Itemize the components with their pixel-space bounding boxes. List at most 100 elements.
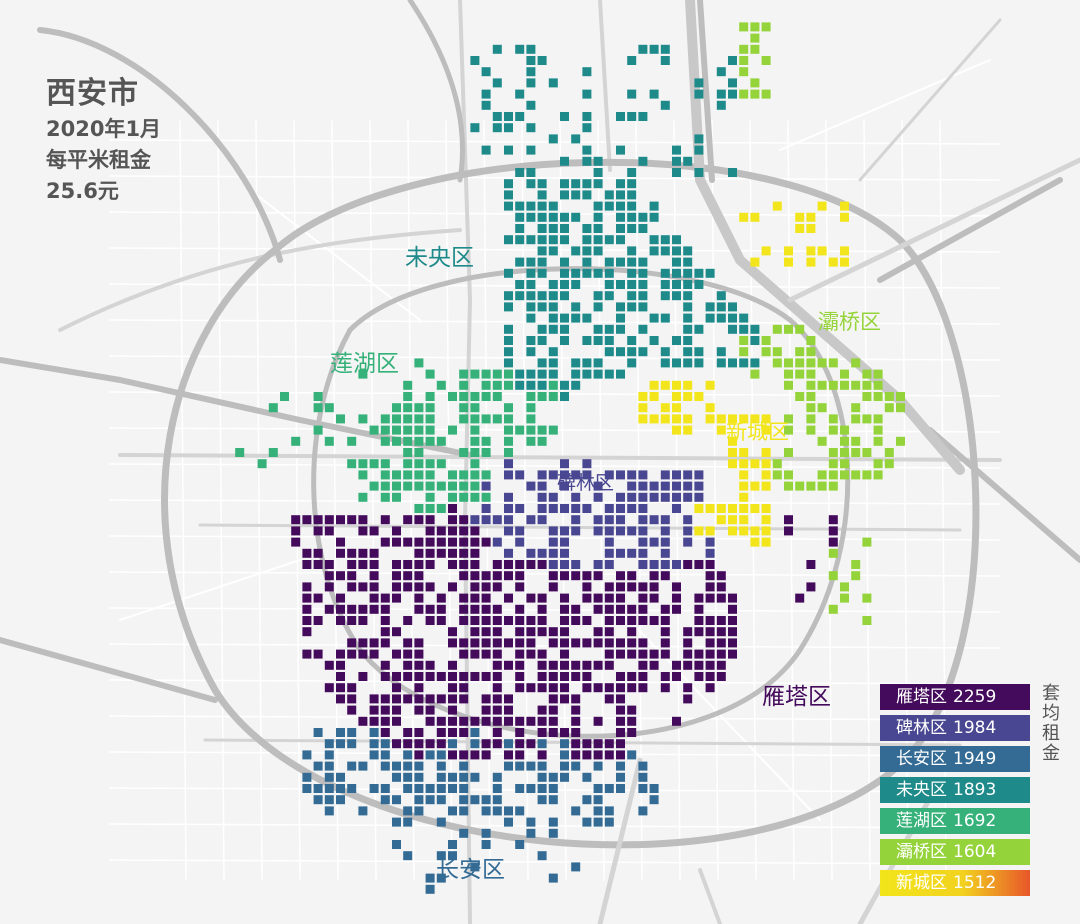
road (698, 868, 722, 924)
grid-cell (683, 257, 693, 267)
grid-cell (571, 179, 581, 189)
grid-cell (470, 414, 480, 424)
grid-cell (504, 324, 513, 334)
legend-district: 新城区 (896, 873, 947, 893)
grid-cell (851, 403, 861, 413)
grid-cell (448, 481, 457, 491)
grid-cell (548, 280, 558, 289)
grid-cell (616, 761, 625, 771)
grid-cell (627, 548, 637, 558)
grid-cell (795, 347, 805, 357)
grid-cell (672, 268, 681, 278)
grid-cell (627, 347, 637, 357)
grid-cell (638, 649, 648, 659)
grid-cell (492, 638, 502, 648)
grid-cell (672, 672, 681, 681)
grid-cell (481, 492, 491, 502)
grid-cell (593, 560, 603, 569)
grid-cell (470, 123, 480, 133)
grid-cell (627, 179, 637, 189)
grid-cell (604, 683, 614, 693)
grid-cell (481, 89, 491, 99)
grid-cell (649, 392, 659, 401)
grid-cell (504, 470, 513, 480)
grid-cell (537, 616, 547, 625)
grid-cell (504, 145, 513, 155)
grid-cell (347, 705, 357, 715)
grid-cell (548, 134, 558, 144)
grid-cell (548, 369, 558, 379)
grid-cell (526, 212, 536, 222)
grid-cell (313, 649, 323, 659)
grid-cell (537, 604, 547, 614)
grid-cell (369, 582, 379, 592)
grid-cell (828, 414, 838, 424)
grid-cell (582, 145, 592, 155)
grid-cell (548, 224, 558, 233)
grid-cell (425, 716, 435, 726)
grid-cell (403, 817, 413, 827)
legend-rent: 1893 (953, 780, 997, 800)
grid-cell (470, 750, 480, 760)
grid-cell (526, 56, 536, 65)
grid-cell (548, 78, 558, 88)
grid-cell (582, 190, 592, 200)
grid-cell (593, 268, 603, 278)
grid-cell (817, 403, 827, 413)
grid-cell (414, 660, 424, 670)
grid-cell (504, 369, 513, 379)
grid-cell (694, 89, 704, 99)
grid-cell (403, 728, 413, 737)
grid-cell (526, 168, 536, 177)
grid-cell (313, 515, 323, 525)
grid-cell (403, 739, 413, 749)
grid-cell (728, 78, 737, 88)
grid-cell (638, 392, 648, 401)
road (249, 189, 421, 321)
grid-cell (638, 537, 648, 547)
grid-cell (515, 112, 525, 121)
grid-cell (448, 672, 457, 681)
grid-cell (392, 795, 401, 805)
road (598, 0, 612, 172)
grid-cell (649, 537, 659, 547)
grid-cell (571, 268, 581, 278)
grid-cell (548, 235, 558, 245)
grid-cell (515, 235, 525, 245)
grid-cell (604, 784, 614, 793)
grid-cell (604, 627, 614, 637)
grid-cell (336, 515, 345, 525)
grid-cell (537, 190, 547, 200)
grid-cell (504, 235, 513, 245)
label-beilin: 碑林区 (557, 472, 615, 494)
grid-cell (358, 369, 368, 379)
grid-cell (873, 369, 883, 379)
grid-cell (470, 772, 480, 782)
grid-cell (515, 683, 525, 693)
grid-cell (380, 492, 390, 502)
grid-cell (750, 459, 760, 469)
grid-cell (694, 672, 704, 681)
grid-cell (761, 459, 771, 469)
grid-cell (660, 280, 670, 289)
grid-cell (672, 403, 681, 413)
grid-cell (548, 537, 558, 547)
grid-cell (448, 840, 457, 849)
grid-cell (492, 649, 502, 659)
grid-cell (492, 806, 502, 816)
grid-cell (470, 470, 480, 480)
grid-cell (772, 470, 782, 480)
grid-cell (604, 604, 614, 614)
grid-cell (481, 414, 491, 424)
grid-cell (806, 257, 816, 267)
grid-cell (548, 302, 558, 312)
grid-cell (392, 761, 401, 771)
grid-cell (425, 504, 435, 513)
grid-cell (582, 358, 592, 368)
legend-district: 灞桥区 (896, 842, 947, 862)
grid-cell (515, 672, 525, 681)
grid-cell (728, 436, 737, 446)
grid-cell (504, 492, 513, 502)
